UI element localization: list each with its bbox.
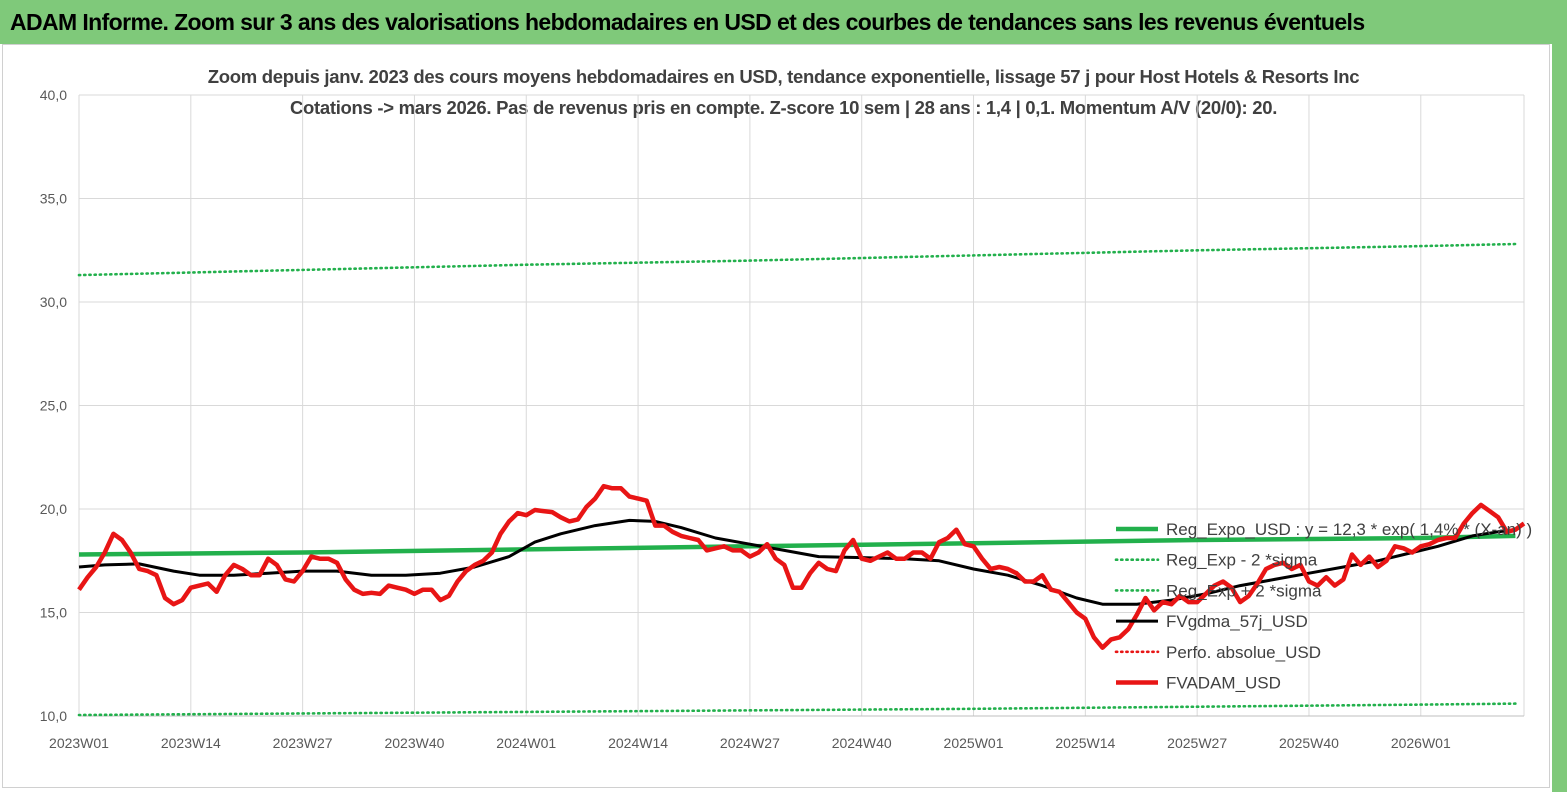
axis-layer: 10,0 15,0 20,0 25,0 30,0 35,0 40,0 2023W01 2023W… (40, 87, 1524, 751)
legend-label-0: Reg_Expo_USD : y = 12,3 * exp( 1,4% * (X… (1166, 520, 1532, 539)
series-line-0 (78, 533, 1516, 557)
header-banner: ADAM Informe. Zoom sur 3 ans des valoris… (0, 0, 1567, 44)
y-tick-label: 30,0 (40, 294, 67, 310)
series-line-5 (77, 483, 1526, 650)
x-tick-label: 2023W40 (384, 735, 444, 751)
x-tick-label: 2025W14 (1055, 735, 1115, 751)
x-tick-label: 2025W40 (1279, 735, 1339, 751)
x-tick-label: 2024W27 (720, 735, 780, 751)
chart-frame (2, 44, 1550, 788)
legend-label-2: Reg_Exp + 2 *sigma (1166, 581, 1322, 600)
x-tick-label: 2025W01 (944, 735, 1004, 751)
legend-label-5: FVADAM_USD (1166, 674, 1281, 693)
legend-label-3: FVgdma_57j_USD (1166, 612, 1308, 631)
y-tick-label: 40,0 (40, 87, 67, 103)
series-layer (77, 242, 1526, 717)
x-tick-label: 2024W40 (832, 735, 892, 751)
x-tick-label: 2025W27 (1167, 735, 1227, 751)
chart-title-line1: Zoom depuis janv. 2023 des cours moyens … (207, 66, 1360, 87)
page-title: ADAM Informe. Zoom sur 3 ans des valoris… (10, 9, 1365, 35)
x-tick-label: 2023W01 (49, 735, 109, 751)
x-tick-label: 2023W27 (273, 735, 333, 751)
x-tick-label: 2024W14 (608, 735, 668, 751)
x-tick-label: 2023W14 (161, 735, 221, 751)
right-border-strip (1552, 44, 1567, 792)
x-tick-label: 2026W01 (1391, 735, 1451, 751)
y-tick-label: 20,0 (40, 501, 67, 517)
y-tick-label: 25,0 (40, 398, 67, 414)
legend-label-1: Reg_Exp - 2 *sigma (1166, 551, 1318, 570)
y-tick-label: 10,0 (40, 708, 67, 724)
chart-title-line2: Cotations -> mars 2026. Pas de revenus p… (289, 97, 1278, 118)
legend-label-4: Perfo. absolue_USD (1166, 643, 1321, 662)
series-line-1 (77, 702, 1517, 717)
y-tick-label: 15,0 (40, 605, 67, 621)
x-tick-label: 2024W01 (496, 735, 556, 751)
series-line-2 (77, 242, 1517, 277)
grid-layer (78, 94, 1525, 717)
legend: Reg_Expo_USD : y = 12,3 * exp( 1,4% * (X… (1114, 520, 1532, 693)
series-line-3 (78, 518, 1516, 606)
y-tick-label: 35,0 (40, 191, 67, 207)
